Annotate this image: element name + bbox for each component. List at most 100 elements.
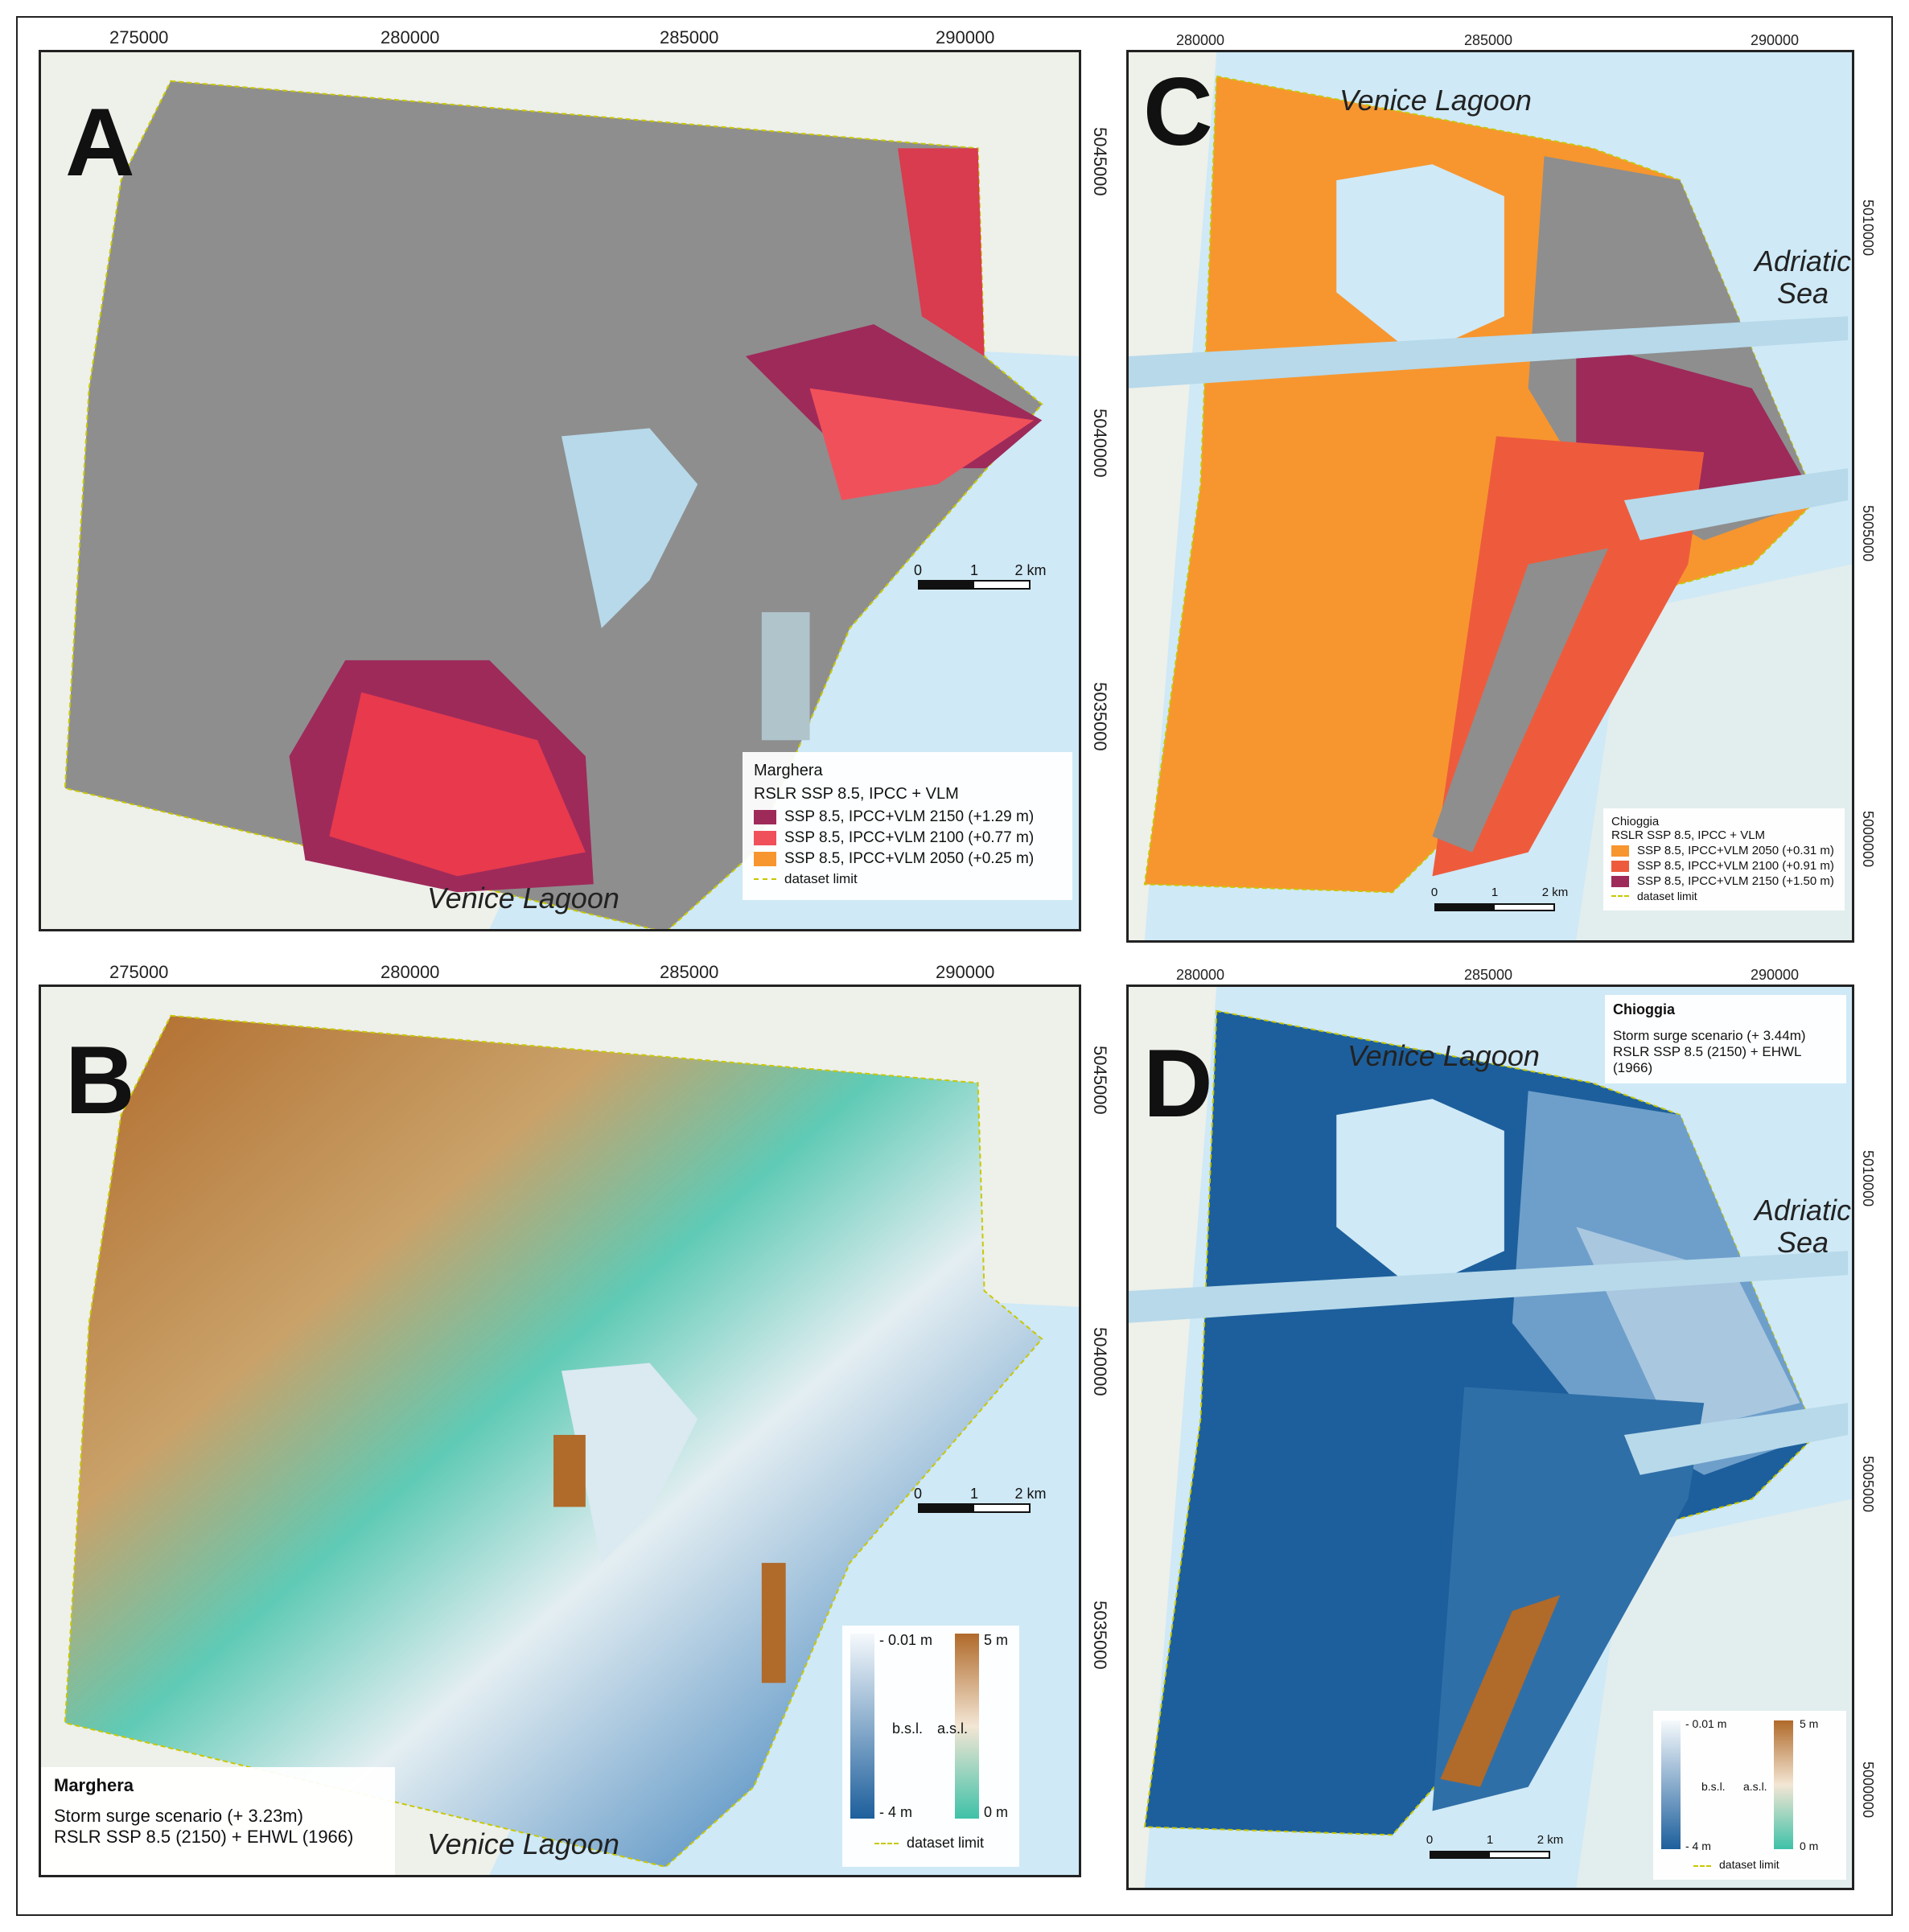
legend-title: Chioggia bbox=[1611, 815, 1660, 828]
ramp-label: - 0.01 m bbox=[1685, 1717, 1727, 1730]
ramp-label: - 4 m bbox=[879, 1804, 913, 1820]
panel-d-letter: D bbox=[1143, 1030, 1213, 1137]
scale-label: 0 bbox=[913, 562, 923, 578]
legend-item: SSP 8.5, IPCC+VLM 2150 (+1.50 m) bbox=[1611, 874, 1837, 888]
ramp-label: b.s.l. bbox=[1701, 1780, 1726, 1793]
scale-label: 0 bbox=[1430, 886, 1438, 899]
panel-a-right-tick: 5035000 bbox=[1090, 682, 1110, 751]
panel-a-top-tick: 275000 bbox=[109, 27, 169, 47]
ramp-label: dataset limit bbox=[1719, 1858, 1779, 1871]
legend-item: SSP 8.5, IPCC+VLM 2150 (+1.29 m) bbox=[754, 808, 1061, 826]
ramp-label: 5 m bbox=[984, 1632, 1009, 1648]
scale-label: 0 bbox=[1426, 1833, 1434, 1847]
panel-d-top-tick: 280000 bbox=[1176, 967, 1225, 983]
ramp-label: - 4 m bbox=[1685, 1840, 1711, 1852]
panel-b-right-tick: 5040000 bbox=[1090, 1327, 1110, 1396]
scale-label: 1 bbox=[969, 1486, 979, 1502]
scale-label: 0 bbox=[913, 1486, 923, 1502]
panel-b-map-frame: B Venice Lagoon 0 1 2 km - 0.01 m b.s.l.… bbox=[39, 984, 1081, 1877]
dataset-limit-line bbox=[874, 1843, 899, 1844]
panel-b-map bbox=[41, 987, 1079, 1875]
scenario-title: Marghera bbox=[54, 1775, 134, 1795]
legend-item: dataset limit bbox=[1611, 890, 1837, 902]
panel-d-right-tick: 5010000 bbox=[1860, 1150, 1876, 1207]
panel-c-right-tick: 5010000 bbox=[1860, 199, 1876, 257]
panel-b: 275000 280000 285000 290000 B Ven bbox=[39, 962, 1110, 1898]
panel-d-scenario-box: Chioggia Storm surge scenario (+ 3.44m) … bbox=[1605, 995, 1846, 1083]
ramp-label: - 0.01 m bbox=[879, 1632, 933, 1648]
panel-b-lagoon-label: Venice Lagoon bbox=[427, 1827, 619, 1860]
panel-d-lagoon-label: Venice Lagoon bbox=[1347, 1039, 1540, 1072]
panel-c-right-tick: 5005000 bbox=[1860, 505, 1876, 562]
panel-b-right-tick: 5035000 bbox=[1090, 1601, 1110, 1670]
scale-label: 2 km bbox=[1541, 886, 1569, 899]
panel-c-lagoon-label: Venice Lagoon bbox=[1339, 84, 1532, 117]
ramp-label: 5 m bbox=[1800, 1717, 1819, 1730]
panel-b-top-tick: 280000 bbox=[381, 962, 440, 982]
scenario-line: RSLR SSP 8.5 (2150) + EHWL (1966) bbox=[54, 1827, 354, 1847]
panel-a-top-tick: 285000 bbox=[660, 27, 719, 47]
legend-title: Marghera bbox=[754, 762, 823, 779]
legend-item: dataset limit bbox=[754, 871, 1061, 887]
panel-a-top-tick: 280000 bbox=[381, 27, 440, 47]
scale-label: 1 bbox=[969, 562, 979, 578]
ramp-label: dataset limit bbox=[907, 1835, 985, 1851]
scale-label: 2 km bbox=[1014, 1486, 1047, 1502]
panel-a-right-tick: 5040000 bbox=[1090, 409, 1110, 478]
panel-d-map-frame: D Venice Lagoon Adriatic Sea Chioggia St… bbox=[1126, 984, 1854, 1890]
panel-c-scale-bar: 0 1 2 km bbox=[1430, 886, 1568, 911]
panel-d-right-tick: 5000000 bbox=[1860, 1761, 1876, 1819]
legend-subtitle: RSLR SSP 8.5, IPCC + VLM bbox=[1611, 828, 1766, 842]
bsl-ramp bbox=[1661, 1720, 1681, 1849]
panel-b-top-tick: 290000 bbox=[936, 962, 995, 982]
panel-c-letter: C bbox=[1143, 58, 1213, 166]
panel-c-top-tick: 285000 bbox=[1464, 32, 1513, 48]
panel-b-scale-bar: 0 1 2 km bbox=[914, 1486, 1047, 1513]
panel-a-map-frame: A Venice Lagoon 0 1 2 km Marghera RSLR S… bbox=[39, 50, 1081, 931]
ramp-label: b.s.l. bbox=[892, 1720, 924, 1737]
scenario-line: Storm surge scenario (+ 3.44m) bbox=[1613, 1028, 1806, 1043]
figure-border bbox=[16, 16, 1893, 1916]
scenario-title: Chioggia bbox=[1613, 1001, 1675, 1017]
scale-label: 2 km bbox=[1014, 562, 1047, 578]
panel-a-legend: Marghera RSLR SSP 8.5, IPCC + VLM SSP 8.… bbox=[743, 752, 1072, 900]
scale-label: 2 km bbox=[1537, 1833, 1564, 1847]
panel-a-right-tick: 5045000 bbox=[1090, 127, 1110, 196]
panel-c-legend: Chioggia RSLR SSP 8.5, IPCC + VLM SSP 8.… bbox=[1603, 808, 1845, 911]
panel-b-color-ramp: - 0.01 m b.s.l. - 4 m 5 m a.s.l. 0 m dat… bbox=[842, 1626, 1019, 1867]
panel-a-top-tick: 290000 bbox=[936, 27, 995, 47]
scale-label: 1 bbox=[1486, 1833, 1494, 1847]
asl-ramp bbox=[1774, 1720, 1793, 1849]
panel-d-top-tick: 290000 bbox=[1751, 967, 1800, 983]
panel-d-scale-bar: 0 1 2 km bbox=[1426, 1833, 1563, 1859]
scale-label: 1 bbox=[1491, 886, 1499, 899]
panel-a-lagoon-label: Venice Lagoon bbox=[427, 882, 619, 915]
panel-d: 280000 285000 290000 D Venice Lagoon Adr… bbox=[1126, 967, 1878, 1898]
panel-a-scale-bar: 0 1 2 km bbox=[914, 562, 1047, 590]
ramp-label: a.s.l. bbox=[937, 1720, 969, 1737]
legend-item: SSP 8.5, IPCC+VLM 2100 (+0.77 m) bbox=[754, 829, 1061, 847]
panel-c-right-tick: 5000000 bbox=[1860, 811, 1876, 868]
panel-b-right-tick: 5045000 bbox=[1090, 1046, 1110, 1115]
legend-subtitle: RSLR SSP 8.5, IPCC + VLM bbox=[754, 785, 959, 803]
panel-c-map bbox=[1129, 52, 1852, 940]
ramp-label: a.s.l. bbox=[1743, 1780, 1767, 1793]
panel-c-top-tick: 280000 bbox=[1176, 32, 1225, 48]
panel-a-letter: A bbox=[65, 88, 135, 196]
legend-item: SSP 8.5, IPCC+VLM 2050 (+0.25 m) bbox=[754, 850, 1061, 868]
panel-d-color-ramp: - 0.01 m b.s.l. - 4 m 5 m a.s.l. 0 m dat… bbox=[1653, 1711, 1846, 1880]
ramp-label: 0 m bbox=[984, 1804, 1009, 1820]
panel-c: 280000 285000 290000 C Venice Lagoon Adr… bbox=[1126, 32, 1878, 943]
panel-b-letter: B bbox=[65, 1026, 135, 1134]
panel-d-map bbox=[1129, 987, 1852, 1888]
panel-d-sea-label: Adriatic Sea bbox=[1755, 1194, 1852, 1259]
ramp-label: 0 m bbox=[1800, 1840, 1819, 1852]
panel-b-scenario-box: Marghera Storm surge scenario (+ 3.23m) … bbox=[41, 1767, 395, 1875]
panel-b-top-tick: 285000 bbox=[660, 962, 719, 982]
panel-d-top-tick: 285000 bbox=[1464, 967, 1513, 983]
legend-item: SSP 8.5, IPCC+VLM 2100 (+0.91 m) bbox=[1611, 859, 1837, 873]
panel-d-right-tick: 5005000 bbox=[1860, 1456, 1876, 1513]
legend-item: SSP 8.5, IPCC+VLM 2050 (+0.31 m) bbox=[1611, 844, 1837, 857]
panel-c-top-tick: 290000 bbox=[1751, 32, 1800, 48]
asl-ramp bbox=[955, 1634, 979, 1819]
